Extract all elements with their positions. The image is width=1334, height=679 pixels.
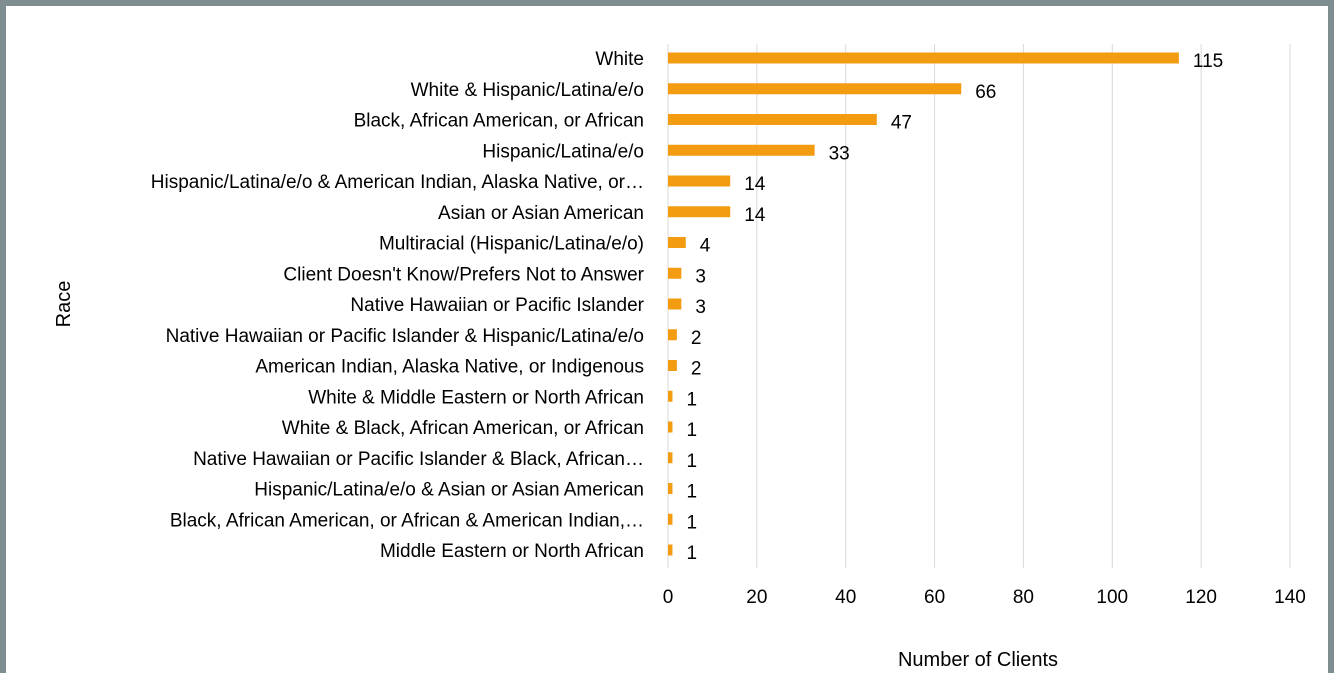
category-labels: White White & Hispanic/Latina/e/o Black, A… <box>151 49 645 562</box>
x-tick-label: 140 <box>1274 587 1306 608</box>
gridlines <box>667 44 1291 568</box>
category-label: Hispanic/Latina/e/o <box>482 141 644 162</box>
bar-chart: White White & Hispanic/Latina/e/o Black, A… <box>53 44 1306 671</box>
bar <box>668 329 677 341</box>
bar <box>668 114 877 125</box>
category-label: Native Hawaiian or Pacific Islander & Hi… <box>166 326 644 347</box>
bar <box>668 421 673 433</box>
bar <box>668 298 682 310</box>
x-tick-labels: 0 20 40 60 80 100 120 140 <box>663 587 1306 608</box>
data-label: 1 <box>686 420 697 441</box>
data-label: 1 <box>686 451 697 472</box>
category-label: White & Black, African American, or Afri… <box>282 418 644 439</box>
bar <box>668 544 673 556</box>
category-label: White <box>595 49 644 70</box>
data-label: 4 <box>700 236 711 257</box>
category-label: Native Hawaiian or Pacific Islander <box>350 295 644 316</box>
category-label: Client Doesn't Know/Prefers Not to Answe… <box>283 264 644 285</box>
data-label: 14 <box>744 174 766 195</box>
data-label: 1 <box>686 482 697 503</box>
bar <box>668 483 673 494</box>
bar <box>668 237 686 248</box>
x-tick-label: 20 <box>746 587 767 608</box>
x-tick-label: 100 <box>1096 587 1128 608</box>
bar <box>668 360 677 371</box>
y-axis-title: Race <box>53 281 75 328</box>
category-label: Multiracial (Hispanic/Latina/e/o) <box>379 234 644 255</box>
data-label: 33 <box>829 143 850 164</box>
category-label: American Indian, Alaska Native, or Indig… <box>255 357 644 378</box>
data-label: 1 <box>686 512 697 533</box>
x-tick-label: 120 <box>1185 587 1217 608</box>
bar <box>668 206 731 218</box>
data-label: 115 <box>1193 51 1223 72</box>
bar <box>668 175 731 187</box>
category-label: Black, African American, or African & Am… <box>170 510 644 531</box>
category-label: Native Hawaiian or Pacific Islander & Bl… <box>193 449 644 470</box>
x-tick-label: 40 <box>835 587 856 608</box>
data-label: 2 <box>691 328 702 349</box>
bar <box>668 267 682 279</box>
bar <box>668 52 1179 64</box>
data-label: 2 <box>691 359 702 380</box>
data-label: 1 <box>686 389 697 410</box>
data-label: 3 <box>695 266 706 287</box>
x-tick-label: 80 <box>1013 587 1034 608</box>
category-label: White & Middle Eastern or North African <box>308 387 644 408</box>
bars <box>668 52 1179 556</box>
bar <box>668 513 673 525</box>
data-label: 66 <box>975 82 996 103</box>
data-label: 3 <box>695 297 706 318</box>
x-axis-title: Number of Clients <box>898 649 1058 671</box>
category-label: Hispanic/Latina/e/o & Asian or Asian Ame… <box>254 480 644 501</box>
category-label: Asian or Asian American <box>438 203 644 224</box>
data-label: 1 <box>686 543 697 564</box>
data-label: 47 <box>891 113 912 134</box>
x-tick-label: 60 <box>924 587 945 608</box>
category-label: Hispanic/Latina/e/o & American Indian, A… <box>151 172 644 193</box>
bar <box>668 83 962 95</box>
x-tick-label: 0 <box>663 587 674 608</box>
category-label: Black, African American, or African <box>354 111 644 132</box>
bar <box>668 452 673 464</box>
bar <box>668 144 815 156</box>
category-label: Middle Eastern or North African <box>380 541 644 562</box>
category-label: White & Hispanic/Latina/e/o <box>411 80 644 101</box>
bar <box>668 390 673 402</box>
data-label: 14 <box>744 205 766 226</box>
